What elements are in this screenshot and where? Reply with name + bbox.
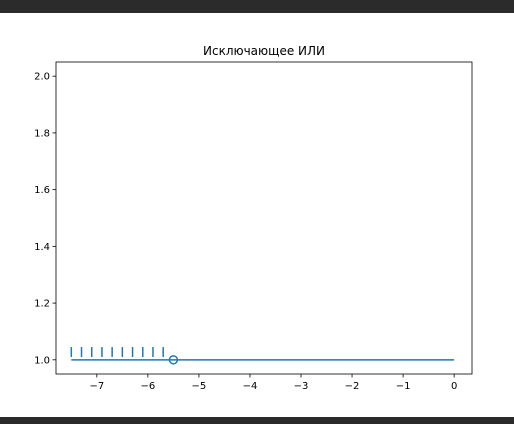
top-bar: [0, 0, 514, 13]
x-tick-label: −3: [294, 381, 309, 392]
y-tick-label: 1.4: [34, 242, 50, 253]
figure: Исключающее ИЛИ −7 −6 −5 −4 −3 −2 −1 0 1.0 1.2 1.…: [0, 13, 514, 417]
x-tick-label: −7: [89, 381, 104, 392]
y-axis: 1.0 1.2 1.4 1.6 1.8 2.0: [34, 72, 56, 366]
open-circle-marker: [168, 355, 179, 365]
plot-frame: [55, 61, 473, 375]
x-tick-label: −6: [141, 381, 156, 392]
y-tick-label: 2.0: [34, 72, 50, 83]
chart-svg: Исключающее ИЛИ −7 −6 −5 −4 −3 −2 −1 0 1.01.21.…: [34, 44, 473, 392]
x-tick-label: −1: [396, 381, 411, 392]
y-tick-label: 1.8: [34, 128, 50, 139]
x-tick-label: 0: [451, 381, 457, 392]
y-tick-label: 1.0: [34, 355, 50, 366]
chart-title: Исключающее ИЛИ: [203, 44, 325, 58]
x-axis: −7 −6 −5 −4 −3 −2 −1 0: [89, 374, 457, 392]
plot-marks: [70, 347, 455, 365]
x-tick-label: −5: [192, 381, 207, 392]
x-tick-label: −4: [243, 381, 258, 392]
y-tick-label: 1.6: [34, 185, 50, 196]
y-tick-label: 1.2: [34, 299, 50, 310]
x-tick-label: −2: [345, 381, 360, 392]
bottom-bar: [0, 417, 514, 424]
